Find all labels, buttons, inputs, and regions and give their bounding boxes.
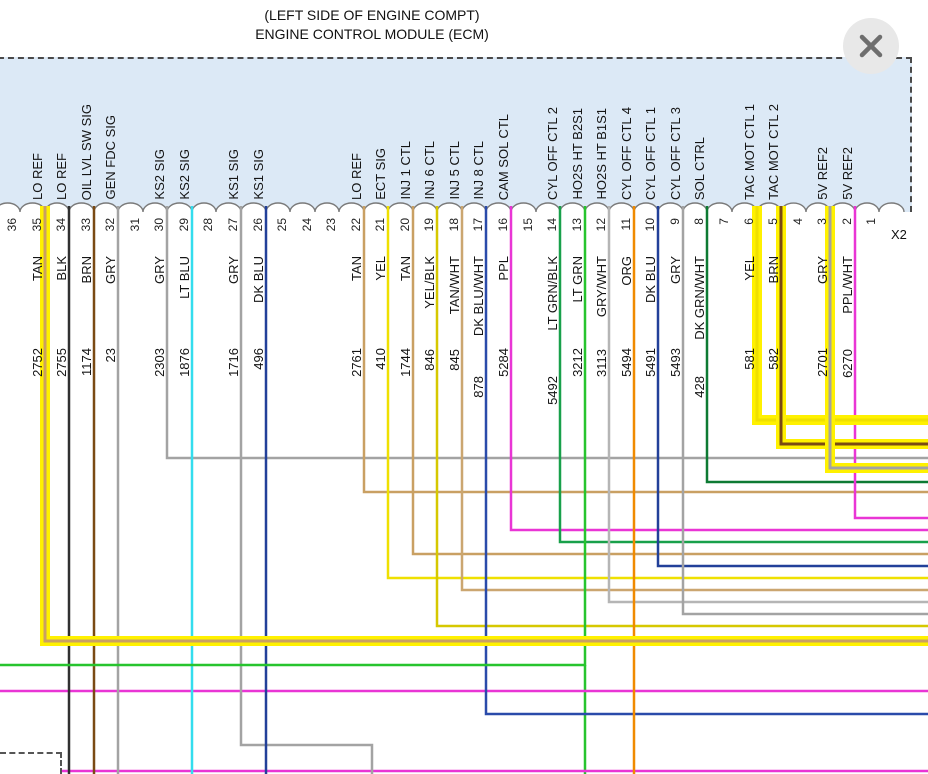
connector-scallop-edge [0, 202, 905, 213]
wire [484, 206, 928, 716]
header-location-line: (LEFT SIDE OF ENGINE COMPT) [264, 7, 480, 23]
diagram-header: (LEFT SIDE OF ENGINE COMPT) ENGINE CONTR… [0, 6, 744, 44]
wire [411, 206, 928, 556]
wire [362, 206, 928, 494]
close-icon [859, 34, 883, 58]
header-title-line: ENGINE CONTROL MODULE (ECM) [255, 26, 489, 42]
partial-connector-corner [0, 752, 62, 774]
wire [165, 206, 928, 460]
wire [681, 206, 928, 616]
wire [828, 206, 928, 470]
close-button[interactable] [843, 18, 899, 74]
wire [607, 206, 928, 604]
wire [779, 206, 928, 446]
connector-id-label: X2 [891, 227, 907, 242]
wire [239, 206, 374, 774]
wire-highlight [825, 206, 928, 473]
wire [558, 206, 928, 544]
wire [656, 206, 928, 568]
wire [509, 206, 928, 532]
wire [386, 206, 928, 580]
wire [43, 206, 928, 643]
wire [435, 206, 928, 628]
ecm-connector-box [0, 57, 912, 212]
wire [460, 206, 928, 592]
wire [853, 206, 928, 520]
wire [755, 206, 928, 422]
wire [0, 206, 587, 667]
